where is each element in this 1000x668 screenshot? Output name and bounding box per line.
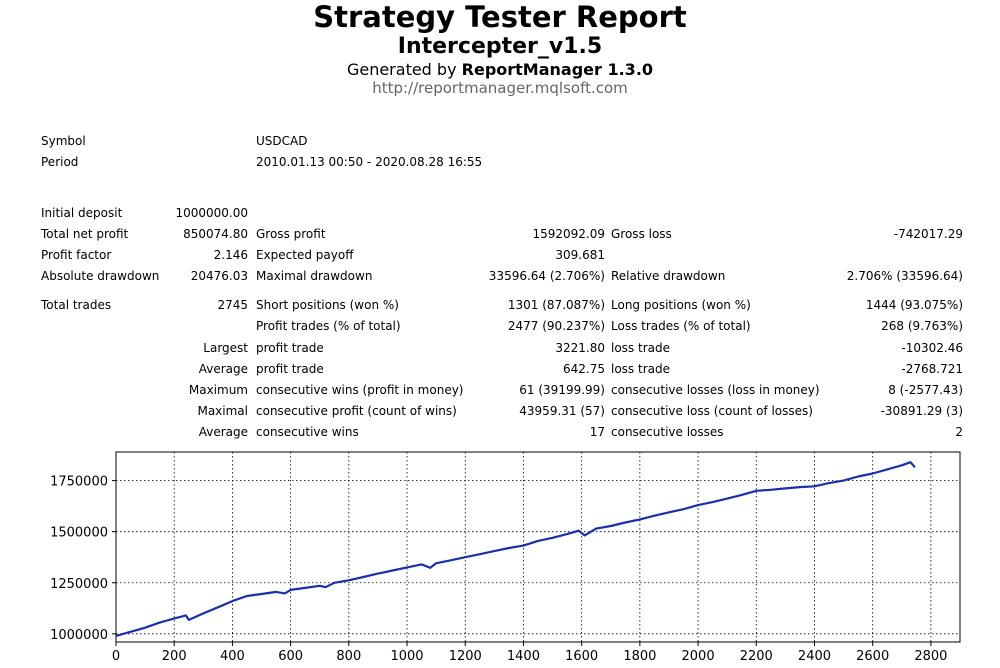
expected-payoff-value: 309.681 <box>555 248 605 262</box>
long-positions-value: 1444 (93.075%) <box>865 298 963 312</box>
max-consec-losses-label: consecutive losses (loss in money) <box>611 383 820 397</box>
relative-drawdown-value: 2.706% (33596.64) <box>846 269 963 283</box>
generated-by: Generated by ReportManager 1.3.0 <box>0 60 1000 79</box>
gross-loss-value: -742017.29 <box>893 227 963 241</box>
total-net-profit-value: 850074.80 <box>183 227 248 241</box>
max-consec-wins-value: 61 (39199.99) <box>519 383 605 397</box>
initial-deposit-value: 1000000.00 <box>175 206 248 220</box>
x-tick-label: 2000 <box>682 649 715 664</box>
gross-loss-label: Gross loss <box>611 227 672 241</box>
y-tick-label: 1500000 <box>50 526 108 541</box>
largest-profit-value: 3221.80 <box>555 341 605 355</box>
generated-prefix: Generated by <box>346 60 462 79</box>
chart-grid <box>115 452 960 642</box>
maximal-consec-loss-value: -30891.29 (3) <box>880 404 963 418</box>
avg-consec-wins-value: 17 <box>589 425 605 439</box>
total-trades-value: 2745 <box>217 298 248 312</box>
generator-name: ReportManager 1.3.0 <box>461 60 654 79</box>
x-tick-label: 400 <box>220 649 245 664</box>
initial-deposit-label: Initial deposit <box>41 206 123 220</box>
total-net-profit-label: Total net profit <box>41 227 129 241</box>
profit-trades-value: 2477 (90.237%) <box>507 319 605 333</box>
profit-factor-label: Profit factor <box>41 248 112 262</box>
absolute-drawdown-label: Absolute drawdown <box>41 269 160 283</box>
gross-profit-value: 1592092.09 <box>532 227 605 241</box>
largest-loss-value: -10302.46 <box>901 341 963 355</box>
expert-name: Intercepter_v1.5 <box>397 34 603 59</box>
y-tick-label: 1750000 <box>50 475 108 490</box>
max-consec-losses-value: 8 (-2577.43) <box>888 383 963 397</box>
short-positions-value: 1301 (87.087%) <box>507 298 605 312</box>
period-value: 2010.01.13 00:50 - 2020.08.28 16:55 <box>256 155 483 169</box>
maximal-drawdown-value: 33596.64 (2.706%) <box>488 269 605 283</box>
symbol-value: USDCAD <box>256 134 308 148</box>
relative-drawdown-label: Relative drawdown <box>611 269 726 283</box>
short-positions-label: Short positions (won %) <box>256 298 399 312</box>
maximal-prefix: Maximal <box>197 404 248 418</box>
chart-ticks: 0 200 400 600 800 1000 1200 1400 1600 1800 2000 220… <box>50 475 947 664</box>
largest-loss-label: loss trade <box>611 341 670 355</box>
period-label: Period <box>41 155 79 169</box>
x-tick-label: 2600 <box>856 649 889 664</box>
x-tick-label: 2200 <box>740 649 773 664</box>
avg-consec-losses-value: 2 <box>955 425 963 439</box>
average-loss-label: loss trade <box>611 362 670 376</box>
loss-trades-value: 268 (9.763%) <box>881 319 963 333</box>
maximal-consec-loss-label: consecutive loss (count of losses) <box>611 404 813 418</box>
max-consec-wins-label: consecutive wins (profit in money) <box>256 383 464 397</box>
profit-trades-label: Profit trades (% of total) <box>256 319 401 333</box>
average-profit-value: 642.75 <box>563 362 605 376</box>
long-positions-label: Long positions (won %) <box>611 298 751 312</box>
largest-prefix: Largest <box>203 341 248 355</box>
x-tick-label: 1200 <box>449 649 482 664</box>
profit-factor-value: 2.146 <box>213 248 248 262</box>
avg-consec-losses-label: consecutive losses <box>611 425 724 439</box>
y-tick-label: 1000000 <box>50 628 108 643</box>
x-tick-label: 0 <box>112 649 120 664</box>
average-profit-label: profit trade <box>256 362 324 376</box>
average-loss-value: -2768.721 <box>901 362 963 376</box>
balance-chart: 0 200 400 600 800 1000 1200 1400 1600 1800 2000 220… <box>50 451 961 664</box>
y-tick-label: 1250000 <box>50 577 108 592</box>
x-tick-label: 800 <box>336 649 361 664</box>
x-tick-label: 600 <box>278 649 303 664</box>
x-tick-label: 1800 <box>623 649 656 664</box>
generator-url[interactable]: http://reportmanager.mqlsoft.com <box>372 79 628 97</box>
x-tick-label: 1600 <box>565 649 598 664</box>
average-prefix: Average <box>198 362 248 376</box>
total-trades-label: Total trades <box>41 298 112 312</box>
maximal-drawdown-label: Maximal drawdown <box>256 269 373 283</box>
average-consec-prefix: Average <box>198 425 248 439</box>
x-tick-label: 200 <box>162 649 187 664</box>
largest-profit-label: profit trade <box>256 341 324 355</box>
absolute-drawdown-value: 20476.03 <box>190 269 248 283</box>
x-tick-label: 1000 <box>390 649 423 664</box>
x-tick-label: 2800 <box>914 649 947 664</box>
symbol-label: Symbol <box>41 134 86 148</box>
plot-frame <box>115 451 961 643</box>
maximal-consec-profit-label: consecutive profit (count of wins) <box>256 404 457 418</box>
gross-profit-label: Gross profit <box>256 227 326 241</box>
report-title: Strategy Tester Report <box>313 0 687 34</box>
maximum-prefix: Maximum <box>188 383 248 397</box>
loss-trades-label: Loss trades (% of total) <box>611 319 751 333</box>
expected-payoff-label: Expected payoff <box>256 248 354 262</box>
balance-line <box>115 461 916 637</box>
x-tick-label: 1400 <box>507 649 540 664</box>
avg-consec-wins-label: consecutive wins <box>256 425 359 439</box>
maximal-consec-profit-value: 43959.31 (57) <box>519 404 605 418</box>
x-tick-label: 2400 <box>798 649 831 664</box>
